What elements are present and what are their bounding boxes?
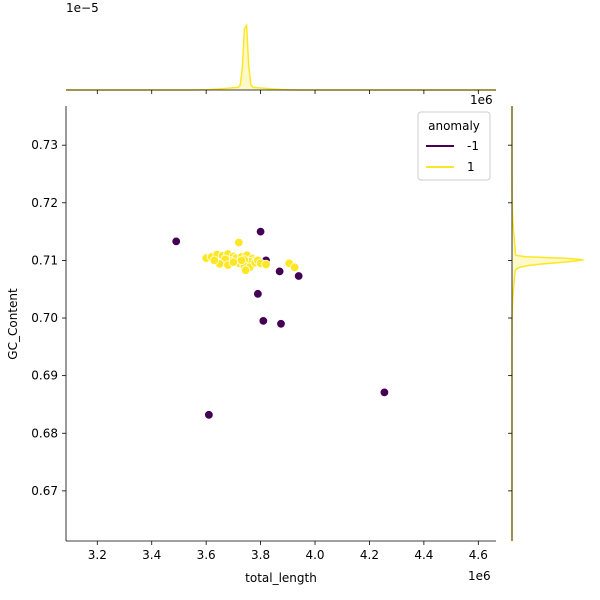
top-marginal-ticks [96, 90, 479, 94]
right-marginal-offset-label: 1e6 [470, 93, 493, 107]
y-tick-label: 0.69 [31, 369, 58, 383]
y-tick-label: 0.68 [31, 426, 58, 440]
x-tick-label: 3.4 [142, 548, 161, 562]
x-tick-label: 3.6 [197, 548, 216, 562]
data-point [236, 255, 247, 266]
data-point [204, 410, 214, 420]
main-axes: 3.2 3.4 3.6 3.8 4.0 4.2 4.4 4.6 0.67 0.68 0.69 0.7… [6, 106, 496, 585]
top-marginal-kde-line [66, 23, 496, 91]
legend-title: anomaly [428, 119, 480, 133]
data-point [276, 319, 286, 329]
x-tick-label: 4.6 [469, 548, 488, 562]
y-tick-label: 0.70 [31, 311, 58, 325]
top-marginal: 1e−5 [66, 1, 496, 94]
data-point [228, 257, 239, 267]
scatter-points [171, 226, 390, 420]
x-tick-label: 3.8 [251, 548, 270, 562]
data-point [261, 259, 271, 270]
y-tick-label: 0.73 [31, 138, 58, 152]
y-tick-label: 0.72 [31, 196, 58, 210]
y-tick-label: 0.67 [31, 484, 58, 498]
data-point [253, 289, 263, 299]
data-point [255, 226, 266, 237]
right-marginal-kde-line [511, 106, 584, 541]
data-point [234, 237, 244, 248]
legend-label-neg1: -1 [467, 139, 479, 153]
y-tick-label: 0.71 [31, 253, 58, 267]
legend-label-pos1: 1 [467, 160, 475, 174]
data-point [289, 262, 300, 273]
data-point [209, 255, 220, 266]
y-axis-label: GC_Content [6, 288, 20, 360]
x-offset-label: 1e6 [468, 569, 491, 583]
right-marginal-kde-fill [512, 106, 584, 541]
data-point [293, 271, 304, 281]
right-marginal: 1e6 [470, 93, 584, 541]
x-tick-label: 4.2 [360, 548, 379, 562]
x-tick-label: 3.2 [88, 548, 107, 562]
data-point [274, 266, 285, 277]
top-marginal-kde-fill [66, 25, 496, 90]
data-point [258, 316, 269, 326]
x-axis-label: total_length [245, 571, 317, 585]
x-ticks: 3.2 3.4 3.6 3.8 4.0 4.2 4.4 4.6 [88, 541, 488, 562]
right-marginal-ticks [508, 144, 512, 492]
x-tick-label: 4.4 [414, 548, 433, 562]
data-point [240, 265, 251, 275]
y-ticks: 0.67 0.68 0.69 0.70 0.71 0.72 0.73 [31, 138, 66, 498]
data-point [171, 236, 181, 247]
legend: anomaly -1 1 [417, 111, 491, 181]
data-point [379, 387, 390, 398]
x-tick-label: 4.0 [305, 548, 324, 562]
top-marginal-offset-label: 1e−5 [66, 1, 99, 15]
